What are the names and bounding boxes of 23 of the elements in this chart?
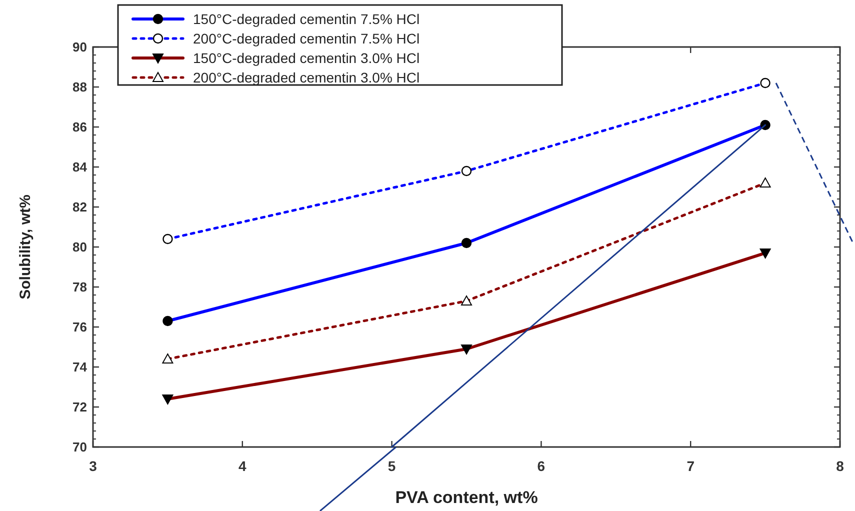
legend-label: 200°C-degraded cementin 3.0% HCl [193, 69, 420, 86]
y-tick-label: 72 [72, 400, 87, 415]
y-tick-label: 86 [72, 120, 87, 135]
y-tick-label: 88 [72, 80, 87, 95]
y-tick-label: 74 [72, 360, 88, 375]
y-tick-label: 70 [72, 440, 87, 455]
x-tick-label: 7 [686, 458, 695, 474]
legend-label: 200°C-degraded cementin 7.5% HCl [193, 30, 420, 46]
y-tick-label: 80 [72, 240, 87, 255]
x-axis-title: PVA content, wt% [395, 488, 538, 507]
y-tick-label: 76 [72, 320, 87, 335]
x-tick-label: 3 [89, 458, 98, 474]
y-tick-label: 82 [72, 200, 87, 215]
y-axis-title: Solubility, wt% [17, 194, 34, 300]
y-tick-label: 78 [72, 280, 87, 295]
x-tick-label: 8 [836, 458, 844, 474]
y-tick-label: 90 [72, 40, 87, 55]
legend-label: 150°C-degraded cementin 3.0% HCl [193, 50, 420, 66]
x-tick-label: 6 [537, 458, 546, 474]
y-tick-label: 84 [72, 160, 88, 175]
x-tick-label: 4 [238, 458, 246, 474]
legend-label: 150°C-degraded cementin 7.5% HCl [193, 10, 420, 27]
x-tick-label: 5 [388, 458, 396, 474]
